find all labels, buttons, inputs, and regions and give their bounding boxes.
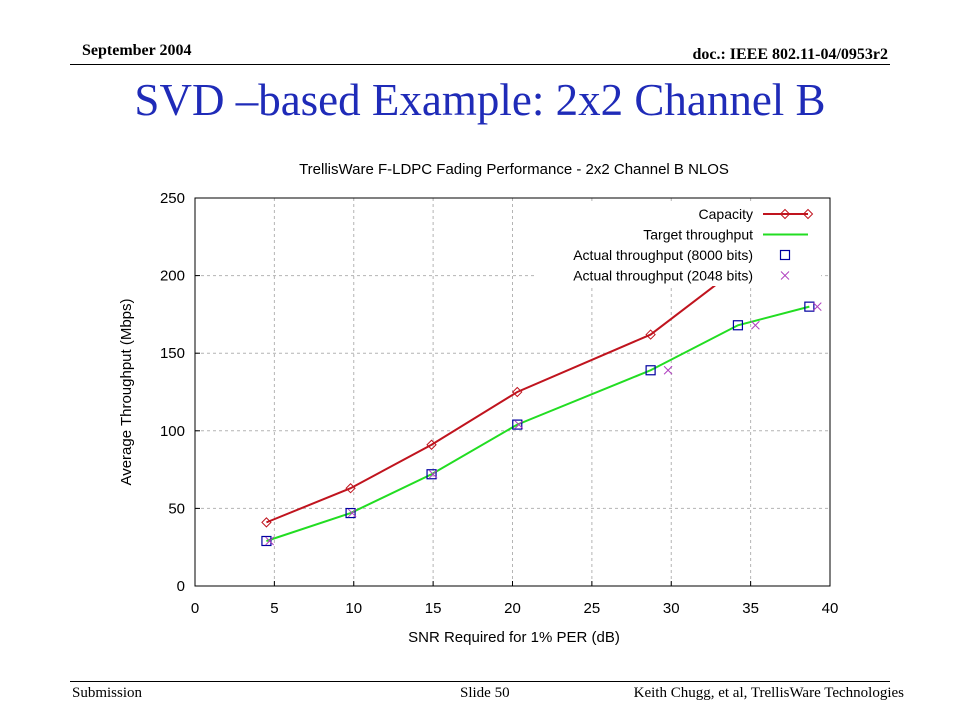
chart-ticks: 0 5 10 15 20 25 30 35 40 0 50 100 150 200 250 xyxy=(160,190,838,617)
data-point-actual-throughput-2048-bits xyxy=(514,420,524,429)
legend-label-capacity: Capacity xyxy=(699,206,753,222)
header-date: September 2004 xyxy=(82,42,192,59)
data-point-capacity xyxy=(345,483,356,494)
data-point-actual-throughput-8000-bits xyxy=(732,320,744,331)
y-axis-label: Average Throughput (Mbps) xyxy=(118,298,135,485)
cross-stroke xyxy=(663,365,673,375)
cross-stroke xyxy=(514,420,524,429)
legend-label-target-throughput: Target throughput xyxy=(643,227,753,243)
data-point-actual-throughput-2048-bits xyxy=(347,508,357,518)
chart-series xyxy=(261,208,822,547)
x-tick-label: 25 xyxy=(584,600,601,617)
cross-stroke xyxy=(428,469,438,479)
series-line-capacity xyxy=(266,212,810,524)
legend-marker-actual-throughput-8000-bits xyxy=(779,249,791,261)
legend-marker-capacity xyxy=(802,208,814,220)
data-point-actual-throughput-8000-bits xyxy=(645,365,656,376)
y-tick-label: 250 xyxy=(160,190,185,207)
cross-stroke xyxy=(780,271,790,280)
y-tick-label: 150 xyxy=(160,345,185,362)
x-tick-label: 0 xyxy=(191,600,199,617)
x-tick-label: 5 xyxy=(270,600,278,617)
data-point-actual-throughput-2048-bits xyxy=(812,302,822,311)
cross-stroke xyxy=(751,320,760,330)
data-point-actual-throughput-8000-bits xyxy=(512,419,523,430)
cross-stroke xyxy=(812,302,822,311)
data-point-actual-throughput-2048-bits xyxy=(751,320,760,330)
chart-legend: Capacity Target throughput Actual throughp… xyxy=(535,202,821,286)
y-tick-label: 200 xyxy=(160,268,185,285)
y-tick-label: 100 xyxy=(160,423,185,440)
data-point-actual-throughput-8000-bits xyxy=(804,301,815,312)
data-point-capacity xyxy=(645,329,656,340)
data-point-actual-throughput-2048-bits xyxy=(265,536,274,546)
x-axis-label: SNR Required for 1% PER (dB) xyxy=(408,629,620,646)
data-point-capacity xyxy=(512,386,523,398)
legend-marker-actual-throughput-2048-bits xyxy=(780,271,790,280)
cross-stroke xyxy=(265,536,274,546)
x-tick-label: 15 xyxy=(425,600,442,617)
x-tick-label: 30 xyxy=(663,600,680,617)
legend-background xyxy=(535,202,821,286)
data-point-capacity xyxy=(261,517,272,528)
footer-authors: Keith Chugg, et al, TrellisWare Technolo… xyxy=(633,685,904,701)
footer-submission: Submission xyxy=(72,685,143,701)
y-tick-label: 50 xyxy=(168,500,185,517)
legend-label-actual-throughput-8000-bits: Actual throughput (8000 bits) xyxy=(573,247,753,263)
legend-marker-capacity xyxy=(779,208,791,220)
cross-stroke xyxy=(347,508,357,518)
data-point-actual-throughput-2048-bits xyxy=(663,365,673,375)
x-tick-label: 10 xyxy=(345,600,362,617)
data-point-actual-throughput-2048-bits xyxy=(428,469,438,479)
slide-title: SVD –based Example: 2x2 Channel B xyxy=(134,75,826,125)
data-point-actual-throughput-8000-bits xyxy=(261,535,272,547)
data-point-actual-throughput-8000-bits xyxy=(426,469,437,480)
header-divider xyxy=(70,64,890,65)
footer-slide-number: Slide 50 xyxy=(460,685,510,701)
data-point-actual-throughput-8000-bits xyxy=(345,507,356,519)
x-tick-label: 40 xyxy=(822,600,839,617)
footer-divider xyxy=(70,681,890,682)
x-tick-label: 35 xyxy=(742,600,759,617)
header-doc-id: doc.: IEEE 802.11-04/0953r2 xyxy=(692,46,888,63)
y-tick-label: 0 xyxy=(177,578,185,595)
series-line-target-throughput xyxy=(266,305,810,542)
chart-title: TrellisWare F-LDPC Fading Performance - … xyxy=(299,161,729,178)
x-tick-label: 20 xyxy=(504,600,521,617)
legend-label-actual-throughput-2048-bits: Actual throughput (2048 bits) xyxy=(573,268,753,284)
data-point-capacity xyxy=(426,439,437,450)
